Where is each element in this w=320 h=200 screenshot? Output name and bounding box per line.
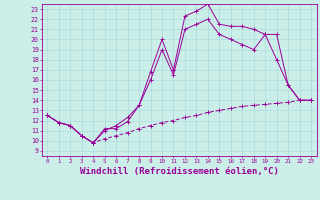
X-axis label: Windchill (Refroidissement éolien,°C): Windchill (Refroidissement éolien,°C) bbox=[80, 167, 279, 176]
